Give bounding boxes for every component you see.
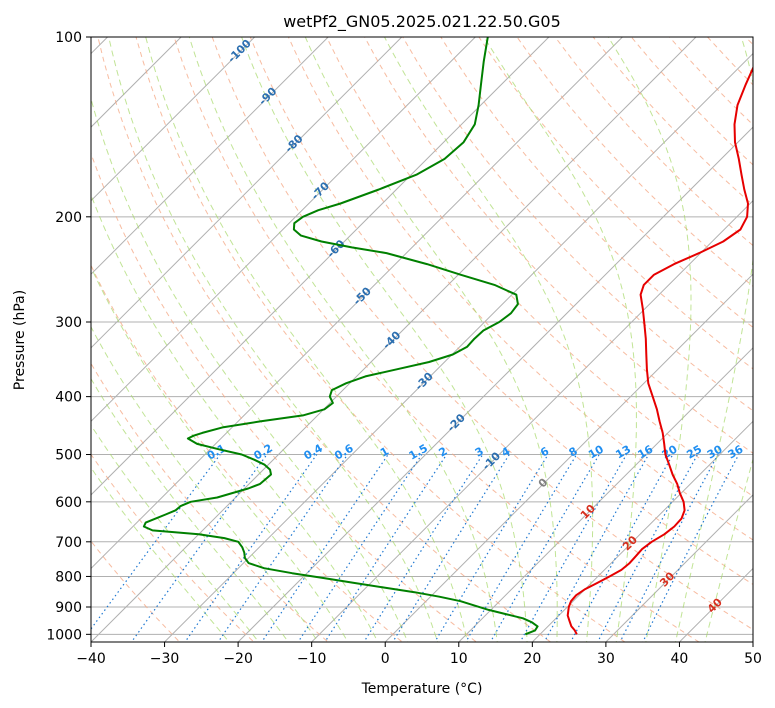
dry-adiabat-line	[402, 37, 753, 412]
moist-adiabat-line	[384, 37, 594, 642]
dry-adiabat-line	[91, 151, 478, 642]
moist-adiabat-line	[241, 37, 528, 642]
isotherm-line	[91, 37, 403, 349]
x-tick-label: 20	[523, 651, 541, 667]
isotherm-line	[91, 37, 697, 642]
isotherm-line	[237, 126, 753, 642]
x-tick-label: 40	[671, 651, 689, 667]
moist-adiabat-line	[91, 424, 260, 642]
x-tick-label: −10	[297, 651, 327, 667]
moist-adiabat-line	[91, 193, 379, 642]
x-tick-label: −20	[223, 651, 253, 667]
moist-adiabat-line	[91, 377, 290, 642]
y-tick-label: 700	[55, 535, 82, 551]
mixing-ratio-line	[519, 454, 628, 642]
sounding-profiles	[142, 37, 753, 636]
y-tick-label: 400	[55, 390, 82, 406]
moist-adiabat-line	[483, 37, 637, 642]
dry-adiabat-lines	[91, 37, 753, 642]
dry-adiabat-line	[135, 37, 626, 642]
y-axis: 100 200 300 400 500 600 700 800 900 1000	[46, 30, 91, 643]
chart-title: wetPf2_GN05.2025.021.22.50.G05	[283, 12, 561, 32]
isotherm-line	[164, 52, 753, 642]
mixing-ratio-line	[489, 454, 600, 642]
isobar-lines	[91, 37, 753, 635]
moist-adiabat-line	[91, 325, 319, 642]
moist-adiabat-line	[704, 457, 753, 642]
isotherm-line	[384, 273, 753, 642]
mixing-ratio-line	[392, 454, 510, 642]
moist-adiabat-line	[91, 97, 409, 642]
moist-adiabat-line	[91, 466, 230, 642]
mixing-ratio-line	[297, 454, 423, 642]
mixing-ratio-line	[324, 454, 448, 642]
moist-adiabat-line	[304, 37, 558, 642]
isotherm-line	[91, 37, 329, 275]
dry-adiabat-line	[440, 37, 753, 370]
mixing-ratio-line	[619, 454, 719, 642]
dry-adiabat-line	[91, 453, 255, 642]
isotherm-line	[605, 494, 753, 642]
y-axis-title: Pressure (hPa)	[12, 290, 28, 390]
x-axis-title: Temperature (°C)	[361, 681, 483, 697]
moist-adiabat-line	[607, 37, 692, 642]
isotherm-line	[458, 347, 753, 642]
isotherm-line	[91, 37, 256, 202]
x-axis: −40 −30 −20 −10 0 10 20 30 40 50	[76, 642, 762, 667]
dry-adiabat-line	[326, 37, 753, 497]
moist-adiabat-line	[145, 37, 468, 642]
y-tick-label: 800	[55, 569, 82, 585]
x-tick-label: −30	[150, 651, 180, 667]
isotherm-line	[91, 37, 623, 570]
dry-adiabat-line	[97, 37, 552, 642]
x-tick-label: 10	[450, 651, 468, 667]
dry-adiabat-line	[91, 540, 181, 642]
plot-area: -100-90-80-70-60-50-40-30-20-10010203040…	[91, 37, 753, 642]
y-tick-label: 200	[55, 210, 82, 226]
mixing-ratio-lines	[91, 454, 740, 642]
mixing-ratio-line	[642, 454, 740, 642]
y-tick-label: 500	[55, 448, 82, 464]
isotherm-lines	[91, 37, 753, 642]
x-tick-label: 50	[744, 651, 762, 667]
moist-adiabat-lines	[91, 37, 753, 642]
x-tick-label: −40	[76, 651, 106, 667]
dewpoint-profile	[142, 37, 539, 636]
mixing-ratio-line	[465, 454, 578, 642]
dry-adiabat-line	[287, 37, 753, 541]
y-tick-label: 300	[55, 315, 82, 331]
y-tick-label: 100	[55, 30, 82, 46]
mixing-ratio-line	[434, 454, 549, 642]
dry-adiabat-line	[173, 37, 700, 642]
mixing-ratio-line	[91, 454, 221, 630]
moist-adiabat-line	[108, 37, 439, 642]
y-tick-label: 1000	[46, 627, 82, 643]
isotherm-line	[91, 37, 550, 496]
x-tick-label: 30	[597, 651, 615, 667]
dry-adiabat-line	[249, 37, 753, 586]
temperature-profile	[566, 65, 753, 635]
moist-adiabat-line	[91, 266, 349, 642]
isotherm-line	[91, 37, 476, 423]
isotherm-line	[531, 420, 753, 642]
moist-adiabat-line	[674, 37, 753, 642]
mixing-ratio-line	[261, 454, 389, 642]
isotherm-line	[311, 199, 753, 642]
moist-adiabat-line	[188, 37, 498, 642]
mixing-ratio-line	[363, 454, 484, 642]
y-tick-label: 900	[55, 600, 82, 616]
dry-adiabat-line	[211, 37, 753, 631]
y-tick-label: 600	[55, 495, 82, 511]
plot-frame	[90, 36, 754, 643]
x-tick-label: 0	[381, 651, 390, 667]
